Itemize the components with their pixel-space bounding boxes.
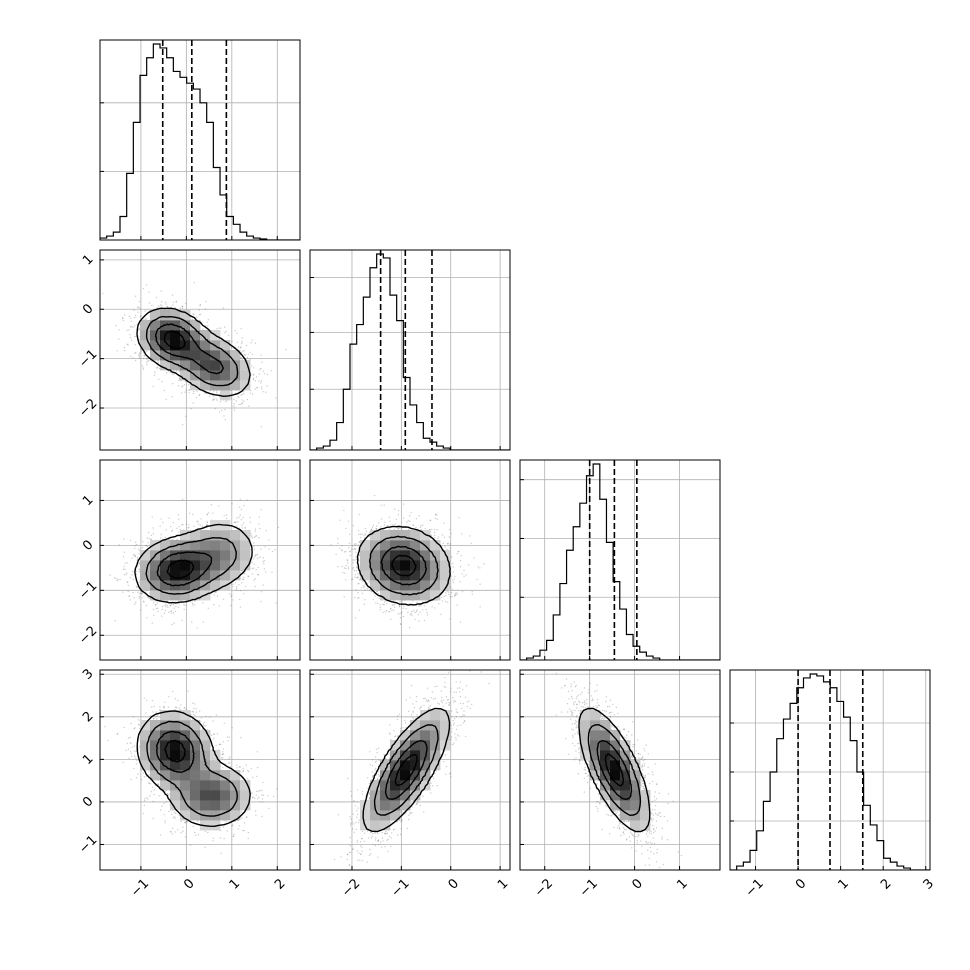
contour-level-2 xyxy=(156,551,213,587)
contour-level-2 xyxy=(380,545,428,586)
x-tick-label: 2 xyxy=(878,876,894,892)
scatter-panel-2-0 xyxy=(100,460,300,660)
panel-frame-1-0 xyxy=(99,249,301,451)
density-cells xyxy=(360,710,451,831)
density-cells xyxy=(140,310,251,401)
contours xyxy=(136,710,251,828)
hist-panel-1 xyxy=(310,250,510,450)
contour-level-3 xyxy=(604,753,625,787)
panel-frame-0-0 xyxy=(99,39,301,241)
panel-frame-2-1 xyxy=(309,459,511,661)
contours xyxy=(362,707,451,833)
histogram-1 xyxy=(310,253,510,450)
contour-level-3 xyxy=(391,554,417,577)
hist-panel-0 xyxy=(100,40,300,240)
x-tick-label: 1 xyxy=(674,876,690,892)
y-tick-label: 0 xyxy=(80,794,96,810)
x-tick-label: 3 xyxy=(921,876,937,892)
x-tick-label: −1 xyxy=(577,876,601,900)
contour-level-0 xyxy=(136,710,251,828)
histogram-3 xyxy=(730,673,930,870)
y-tick-label: 1 xyxy=(80,252,96,268)
contour-level-1 xyxy=(146,720,239,817)
y-tick-label: −2 xyxy=(76,396,100,420)
panel-frame-3-1 xyxy=(309,669,511,871)
x-tick-label: 1 xyxy=(227,876,243,892)
contour-level-3 xyxy=(166,559,195,580)
contour-level-3 xyxy=(163,330,186,350)
panel-frame-2-0 xyxy=(99,459,301,661)
scatter-panel-1-0 xyxy=(100,250,300,450)
y-tick-label: −2 xyxy=(76,624,100,648)
x-tick-label: −2 xyxy=(532,876,556,900)
x-tick-label: 0 xyxy=(181,876,197,892)
histogram-0 xyxy=(100,43,300,240)
scatter-panel-3-0 xyxy=(100,670,300,870)
contour-level-3 xyxy=(394,753,418,787)
x-tick-label: −1 xyxy=(389,876,413,900)
contour-level-0 xyxy=(356,525,451,606)
contour-level-0 xyxy=(134,523,253,604)
y-tick-label: −1 xyxy=(76,833,100,857)
contour-level-2 xyxy=(154,323,225,375)
contour-level-0 xyxy=(362,707,451,833)
density-cells xyxy=(140,710,251,831)
contour-level-0 xyxy=(136,307,251,398)
contour-level-0 xyxy=(578,707,651,833)
y-tick-label: 0 xyxy=(80,538,96,554)
histogram-2 xyxy=(520,463,720,660)
x-tick-label: −1 xyxy=(128,876,152,900)
contour-level-1 xyxy=(145,536,237,595)
scatter-panel-3-1 xyxy=(310,670,510,870)
x-tick-label: −1 xyxy=(743,876,767,900)
contour-level-2 xyxy=(155,730,195,774)
x-tick-label: 0 xyxy=(629,876,645,892)
hist-panel-3 xyxy=(730,670,930,870)
y-tick-label: 0 xyxy=(80,301,96,317)
x-tick-label: −2 xyxy=(339,876,363,900)
y-tick-label: 2 xyxy=(80,709,96,725)
contour-level-2 xyxy=(384,740,428,800)
contour-level-2 xyxy=(596,740,633,800)
panel-frame-3-0 xyxy=(99,669,301,871)
y-tick-label: −1 xyxy=(76,347,100,371)
y-tick-label: −1 xyxy=(76,579,100,603)
panel-frame-2-2 xyxy=(519,459,721,661)
x-tick-label: 0 xyxy=(446,876,462,892)
scatter-panel-3-2 xyxy=(520,670,720,870)
x-tick-label: 2 xyxy=(272,876,288,892)
x-tick-label: 1 xyxy=(835,876,851,892)
y-tick-label: 1 xyxy=(80,751,96,767)
panel-frame-1-1 xyxy=(309,249,511,451)
y-tick-label: 1 xyxy=(80,493,96,509)
contour-level-3 xyxy=(164,739,186,763)
contour-level-1 xyxy=(587,723,642,817)
contour-level-1 xyxy=(373,724,439,816)
x-tick-label: 0 xyxy=(793,876,809,892)
y-tick-label: 3 xyxy=(80,666,96,682)
panel-frame-3-2 xyxy=(519,669,721,871)
hist-panel-2 xyxy=(520,460,720,660)
contours xyxy=(136,307,251,398)
contours xyxy=(356,525,451,606)
contours xyxy=(578,707,651,833)
scatter-panel-2-1 xyxy=(310,460,510,660)
contour-level-1 xyxy=(368,535,439,596)
panel-frame-3-3 xyxy=(729,669,931,871)
x-tick-label: 1 xyxy=(495,876,511,892)
contours xyxy=(134,523,253,604)
contour-level-1 xyxy=(145,315,239,387)
